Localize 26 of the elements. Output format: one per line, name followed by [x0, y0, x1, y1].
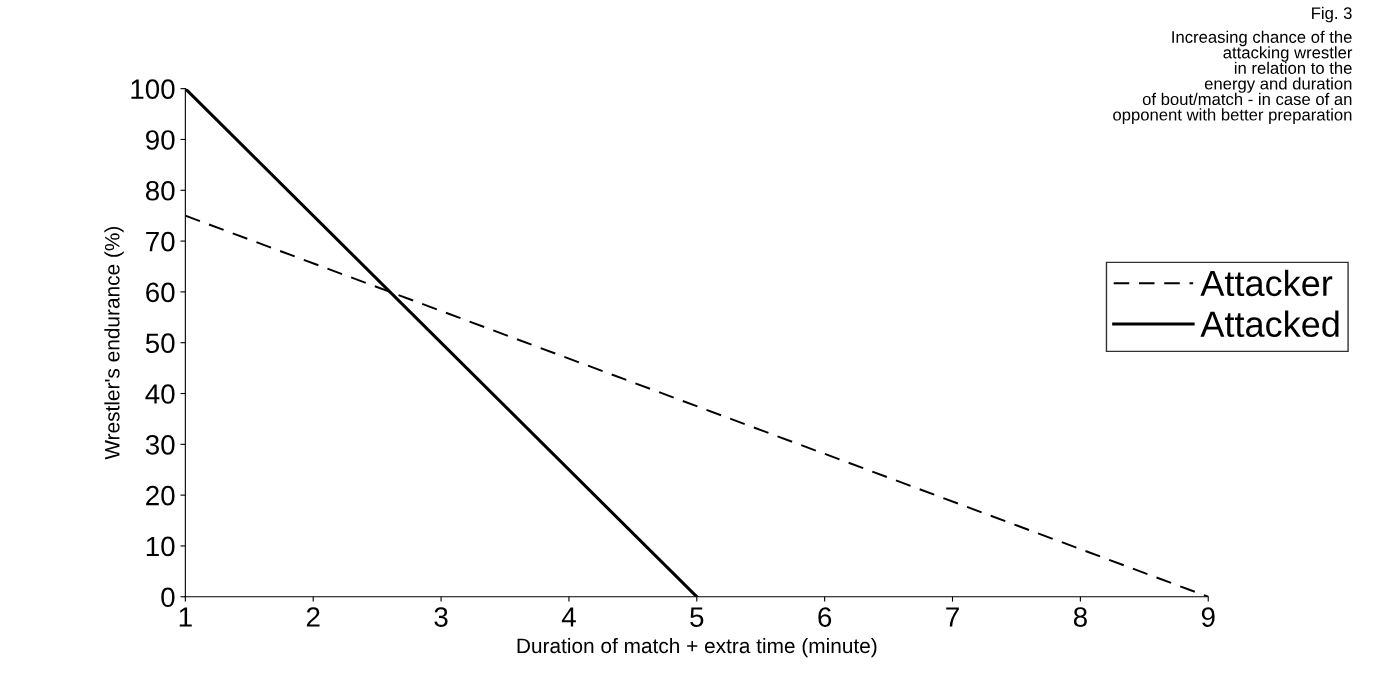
annotation: Increasing chance of the attacking wrestler in relation to the energy and duration of bout/match - in case of an opponent with better preparation: [1113, 30, 1353, 124]
y-tick-label: 30: [145, 434, 175, 455]
x-tick-label: 2: [306, 607, 320, 627]
legend-label: Attacked: [1200, 310, 1339, 338]
legend-label: Attacker: [1200, 269, 1333, 297]
x-tick-label: 4: [561, 607, 576, 627]
x-tick-label: 6: [818, 607, 832, 627]
y-axis-title: Wrestler's endurance (%): [104, 226, 124, 460]
y-tick-label: 20: [146, 485, 175, 506]
y-tick-label: 90: [146, 130, 175, 150]
x-tick-label: 9: [1201, 607, 1215, 627]
y-tick-label: 80: [145, 180, 175, 201]
caption: Fig. 3: [1312, 6, 1352, 23]
x-tick-label: 3: [434, 607, 448, 627]
x-tick-label: 1: [179, 607, 192, 627]
y-tick-label: 0: [161, 587, 175, 608]
x-tick-label: 8: [1073, 607, 1087, 627]
y-tick-label: 50: [145, 333, 175, 354]
x-tick-label: 7: [946, 607, 959, 627]
y-tick-label: 60: [146, 282, 175, 303]
y-tick-label: 70: [146, 231, 175, 252]
x-axis-title: Duration of match + extra time (minute): [517, 637, 877, 658]
y-tick-label: 40: [145, 384, 175, 404]
y-tick-label: 10: [146, 536, 175, 557]
x-tick-label: 5: [690, 607, 704, 627]
y-tick-label: 100: [131, 79, 175, 99]
